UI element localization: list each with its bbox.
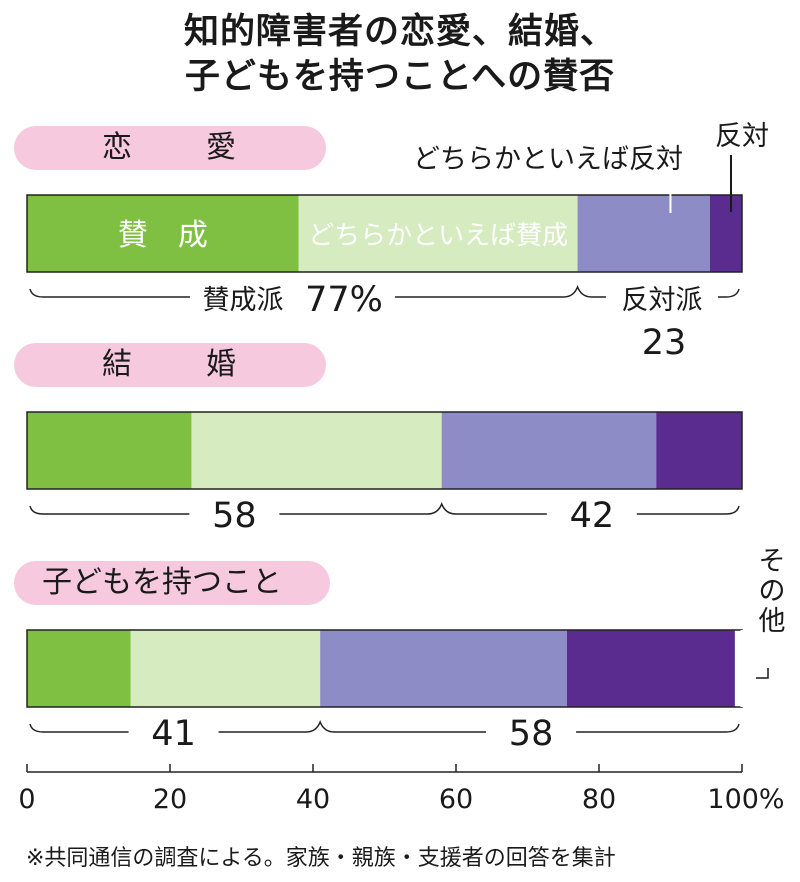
bar-outline <box>26 194 743 273</box>
agree-group-label: 賛成派 <box>203 285 284 316</box>
category-label-love: 恋 愛 <box>14 126 326 170</box>
callout-line <box>756 668 769 679</box>
category-label-children: 子どもを持つこと <box>14 561 330 605</box>
label-mask <box>128 710 219 754</box>
bar-outline <box>26 411 743 490</box>
oppose-group-total: 42 <box>570 496 615 536</box>
series-label-somewhat-agree: どちらかといえば賛成 <box>308 221 568 251</box>
annotation-other-char: の <box>759 576 786 607</box>
bar-segment <box>27 630 131 707</box>
oppose-group-total: 58 <box>509 714 554 754</box>
bar-segment <box>27 195 299 272</box>
x-axis-tick-label: 20 <box>153 784 187 815</box>
oppose-group-total: 23 <box>642 323 687 363</box>
category-label-marriage: 結 婚 <box>14 343 326 387</box>
annotation-somewhat-oppose: どちらかといえば反対 <box>413 144 683 175</box>
label-mask <box>189 492 280 536</box>
bar-segment <box>27 412 192 489</box>
agree-group-total: 77% <box>305 280 383 320</box>
chart-title-line2: 子どもを持つことへの賛否 <box>184 57 616 97</box>
x-axis-tick-label: 60 <box>439 784 473 815</box>
group-brace <box>29 501 740 515</box>
annotation-other-char: そ <box>759 546 786 577</box>
group-brace <box>29 284 740 298</box>
bar-segment <box>191 412 442 489</box>
x-axis-tick-label: 100% <box>707 784 784 815</box>
source-note: ※共同通信の調査による。家族・親族・支援者の回答を集計 <box>26 846 616 871</box>
annotation-other-char: 他 <box>759 606 786 637</box>
chart-title-line1: 知的障害者の恋愛、結婚、 <box>183 12 616 52</box>
x-axis-tick-label: 0 <box>18 784 35 815</box>
group-brace <box>29 719 740 733</box>
bar-segment <box>441 412 657 489</box>
bar-segment <box>130 630 321 707</box>
label-mask <box>190 275 395 319</box>
oppose-group-label: 反対派 <box>622 285 703 316</box>
bar-segment <box>566 630 735 707</box>
label-mask <box>486 710 577 754</box>
x-axis-tick-label: 80 <box>582 784 616 815</box>
label-mask <box>606 275 718 319</box>
x-axis-tick-label: 40 <box>296 784 330 815</box>
agree-group-total: 41 <box>151 714 196 754</box>
bar-segment <box>320 630 567 707</box>
bar-segment <box>298 195 578 272</box>
label-mask <box>546 492 637 536</box>
bar-segment <box>577 195 710 272</box>
bar-segment <box>709 195 742 272</box>
bar-segment <box>656 412 742 489</box>
annotation-oppose: 反対 <box>715 121 769 152</box>
series-label-agree: 賛 成 <box>118 218 208 253</box>
agree-group-total: 58 <box>212 496 257 536</box>
